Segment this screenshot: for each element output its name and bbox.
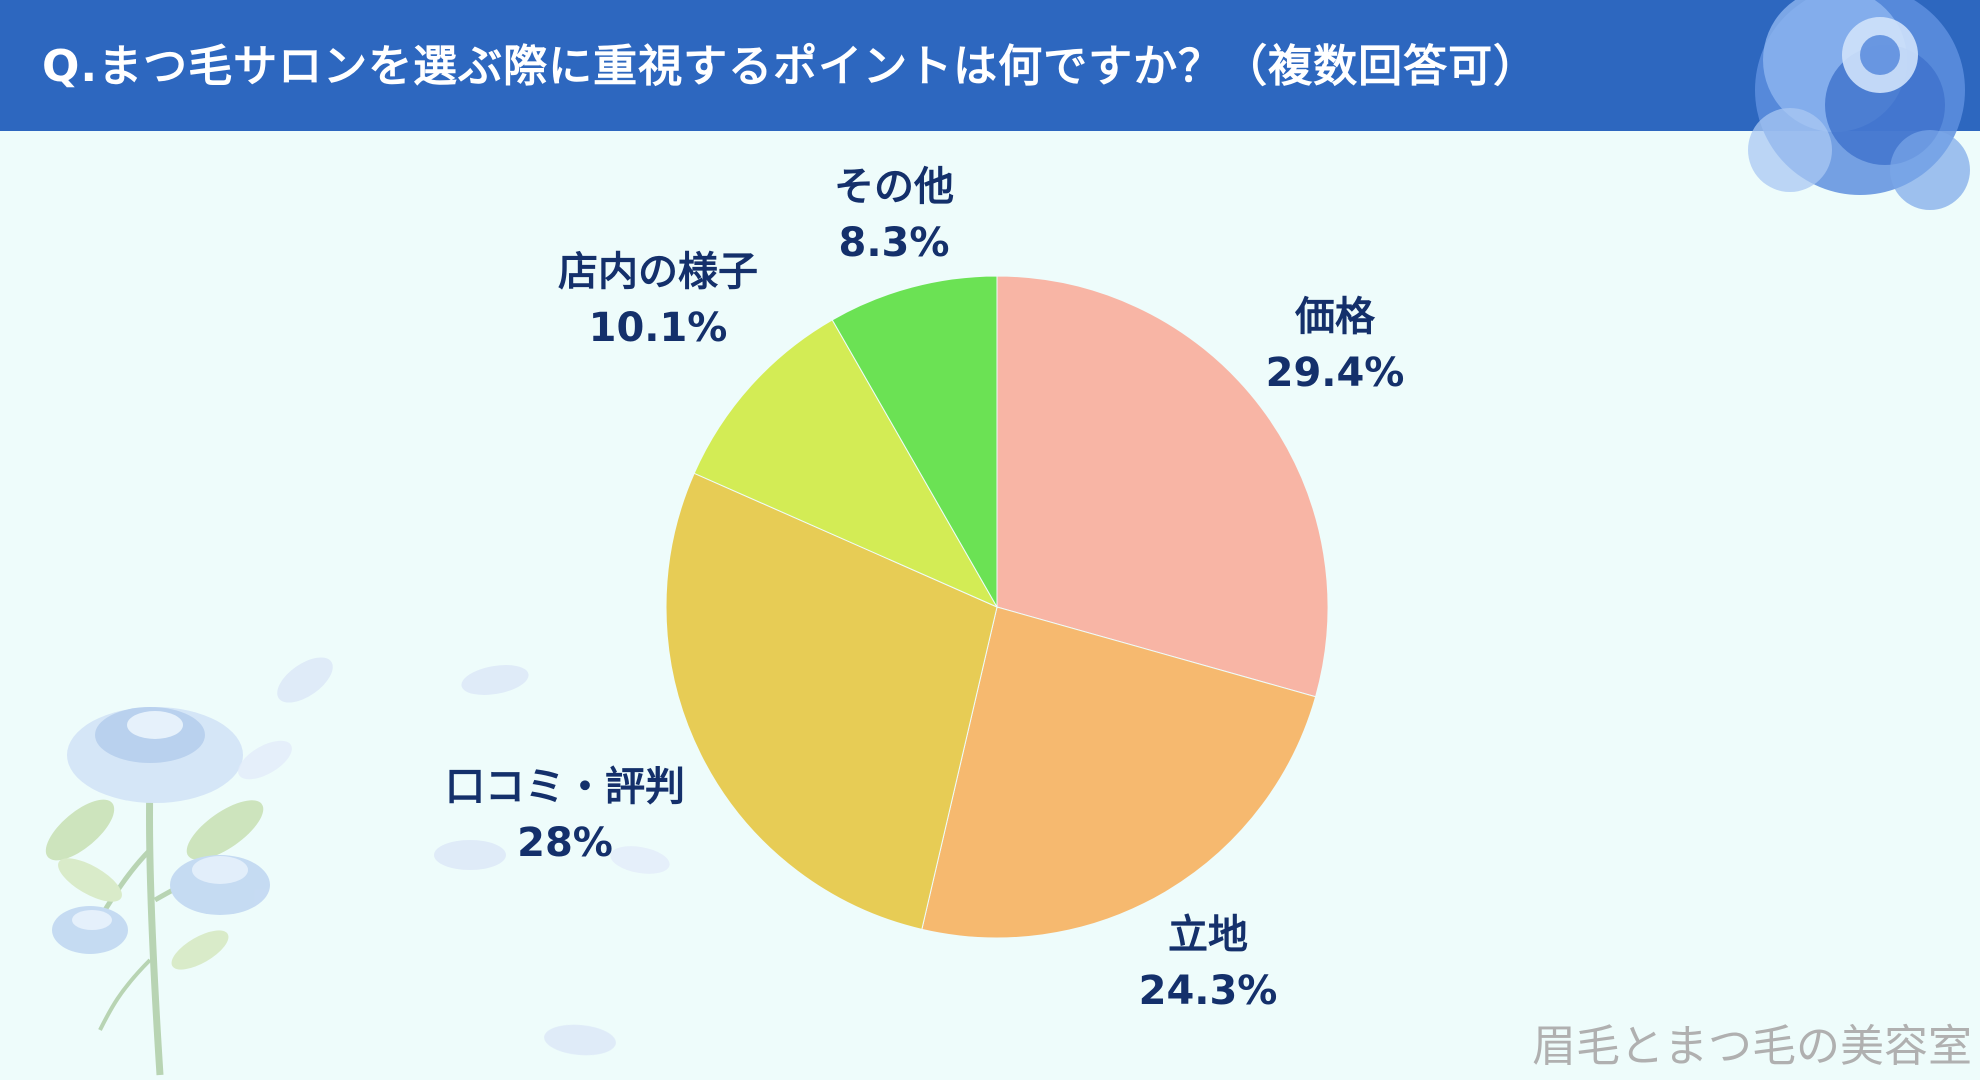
- slice-value-ricchi: 24.3%: [1139, 968, 1278, 1014]
- pie-slice-kuchikomi: [665, 472, 998, 930]
- slice-value-kakaku: 29.4%: [1266, 350, 1405, 396]
- pie-slice-sonota: [831, 275, 998, 609]
- chart-title: Q.まつ毛サロンを選ぶ際に重視するポイントは何ですか？（複数回答可）: [42, 41, 1539, 92]
- header-bar: Q.まつ毛サロンを選ぶ際に重視するポイントは何ですか？（複数回答可）: [0, 0, 1980, 131]
- slice-value-tennai: 10.1%: [589, 305, 728, 351]
- pie-slice-tennai: [693, 319, 999, 609]
- slice-value-kuchikomi: 28%: [517, 820, 613, 866]
- slice-label-tennai: 店内の様子: [558, 249, 758, 295]
- pie-slices: [665, 275, 1329, 939]
- slice-label-kakaku: 価格: [1294, 294, 1376, 340]
- pie-slice-kakaku: [996, 275, 1329, 698]
- slice-label-kuchikomi: 口コミ・評判: [445, 764, 685, 810]
- slice-value-sonota: 8.3%: [839, 220, 950, 266]
- pie-labels: 価格 29.4% 立地 24.3% 口コミ・評判 28% 店内の様子 10.1% その他 8.3%: [445, 164, 1404, 1014]
- watermark: 眉毛とまつ毛の美容室: [1532, 1021, 1972, 1072]
- slice-label-sonota: その他: [834, 164, 954, 210]
- slice-label-ricchi: 立地: [1168, 912, 1248, 958]
- pie-slice-ricchi: [921, 606, 1317, 939]
